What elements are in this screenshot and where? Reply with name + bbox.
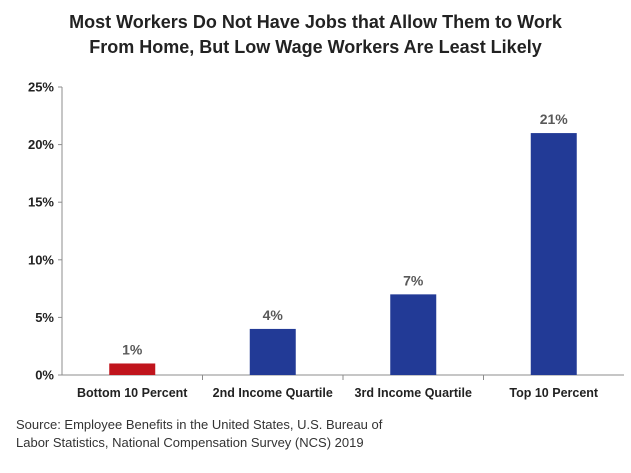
x-tick-label: Top 10 Percent xyxy=(509,386,599,400)
y-tick-label: 20% xyxy=(28,137,54,152)
chart-title-line-2: From Home, But Low Wage Workers Are Leas… xyxy=(89,37,542,57)
source-note: Source: Employee Benefits in the United … xyxy=(16,416,382,452)
data-label: 4% xyxy=(263,307,284,323)
source-line-2: Labor Statistics, National Compensation … xyxy=(16,435,364,450)
data-label: 7% xyxy=(403,272,424,288)
y-tick-label: 0% xyxy=(35,368,54,383)
y-tick-label: 10% xyxy=(28,252,54,267)
chart-title: Most Workers Do Not Have Jobs that Allow… xyxy=(0,10,631,60)
y-tick-label: 15% xyxy=(28,195,54,210)
bar xyxy=(390,294,437,375)
bar xyxy=(249,328,296,375)
bar xyxy=(530,133,577,375)
chart-title-line-1: Most Workers Do Not Have Jobs that Allow… xyxy=(69,12,562,32)
data-label: 21% xyxy=(540,111,569,127)
source-line-1: Source: Employee Benefits in the United … xyxy=(16,417,383,432)
x-tick-label: 2nd Income Quartile xyxy=(213,386,333,400)
y-tick-label: 5% xyxy=(35,310,54,325)
bar xyxy=(109,363,156,375)
x-tick-label: Bottom 10 Percent xyxy=(77,386,188,400)
x-tick-label: 3rd Income Quartile xyxy=(355,386,472,400)
data-label: 1% xyxy=(122,341,143,357)
y-tick-label: 25% xyxy=(28,80,54,95)
